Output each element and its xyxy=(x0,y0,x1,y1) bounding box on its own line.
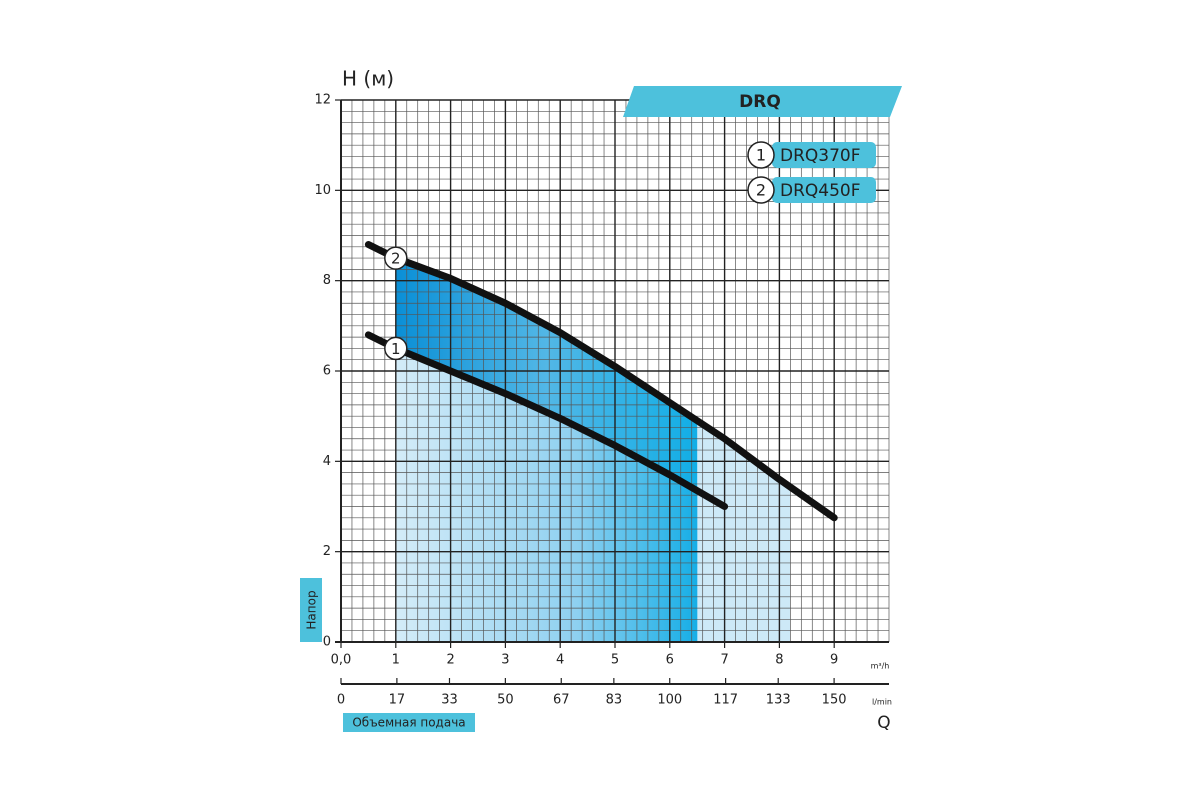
x2-tick-label: 0 xyxy=(337,693,345,708)
x-tick-label: 4 xyxy=(556,653,564,668)
x-tick-label: 2 xyxy=(446,653,454,668)
y-tick-label: 8 xyxy=(323,273,331,288)
x2-tick-label: 150 xyxy=(822,693,847,708)
x-tick-label: 3 xyxy=(501,653,509,668)
title-banner xyxy=(623,86,902,117)
x2-tick-label: 100 xyxy=(657,693,682,708)
curve-marker-label: 2 xyxy=(391,250,401,268)
x-title-box xyxy=(343,713,475,732)
legend-box xyxy=(772,142,876,168)
x2-tick-label: 133 xyxy=(766,693,791,708)
x2-unit: l/min xyxy=(872,698,892,707)
x-unit: m³/h xyxy=(871,662,890,671)
x-tick-label: 1 xyxy=(392,653,400,668)
x2-tick-label: 117 xyxy=(713,693,738,708)
y-tick-label: 0 xyxy=(323,635,331,650)
curve xyxy=(364,241,838,522)
legend-marker-label: 2 xyxy=(756,181,766,200)
legend-marker xyxy=(747,141,775,169)
legend-label: DRQ370F xyxy=(780,146,861,166)
y-tick-label: 12 xyxy=(314,93,331,108)
legend-box xyxy=(772,177,876,203)
x-tick-label: 0,0 xyxy=(331,653,352,668)
x-tick-label: 6 xyxy=(666,653,674,668)
y-label: H (м) xyxy=(342,67,394,91)
x-tick-label: 7 xyxy=(720,653,728,668)
x2-tick-label: 67 xyxy=(553,693,570,708)
x2-tick-label: 50 xyxy=(497,693,514,708)
curve-marker xyxy=(384,246,408,270)
curve-marker-label: 1 xyxy=(391,340,401,358)
x-axis-title: Объемная подача xyxy=(352,716,465,730)
y-tick-label: 4 xyxy=(323,454,331,469)
y-tick-label: 10 xyxy=(314,183,331,198)
y-tick-label: 2 xyxy=(323,544,331,559)
legend-marker-label: 1 xyxy=(756,146,766,165)
chart-title: DRQ xyxy=(739,92,781,112)
y-tick-label: 6 xyxy=(323,364,331,379)
x-tick-label: 9 xyxy=(830,653,838,668)
legend-label: DRQ450F xyxy=(780,181,861,201)
x2-tick-label: 83 xyxy=(606,693,623,708)
legend-marker xyxy=(747,176,775,204)
x-tick-label: 8 xyxy=(775,653,783,668)
x2-tick-label: 33 xyxy=(441,693,458,708)
y-title-box xyxy=(300,578,322,642)
x-tick-label: 5 xyxy=(611,653,619,668)
x-symbol: Q xyxy=(877,713,890,733)
curve-marker xyxy=(384,336,408,361)
x2-tick-label: 17 xyxy=(389,693,406,708)
y-axis-title: Напор xyxy=(305,590,319,629)
